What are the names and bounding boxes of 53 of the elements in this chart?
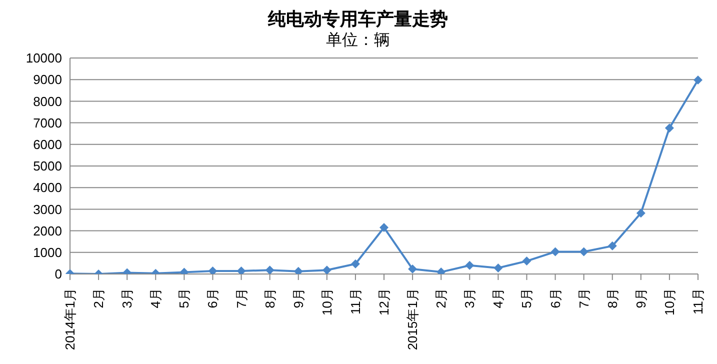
y-tick-label: 5000 <box>33 158 62 174</box>
point <box>579 247 588 256</box>
y-tick-label: 9000 <box>33 72 62 88</box>
y-tick-label: 7000 <box>33 115 62 130</box>
y-tick-label: 2000 <box>33 223 62 238</box>
point <box>350 259 360 268</box>
y-tick-label: 4000 <box>33 180 62 196</box>
point <box>294 266 303 274</box>
x-tick-label: 9月 <box>633 288 648 308</box>
y-tick-label: 8000 <box>33 94 62 109</box>
x-tick-label: 2014年1月 <box>62 288 78 350</box>
x-tick-label: 5月 <box>519 288 534 308</box>
point <box>236 266 246 274</box>
point <box>494 263 503 272</box>
y-tick-label: 10000 <box>26 50 62 66</box>
x-tick-label: 2015年1月 <box>405 288 420 350</box>
y-tick-label: 0 <box>54 266 62 282</box>
point <box>608 241 617 250</box>
point <box>465 260 474 270</box>
x-tick-label: 11月 <box>348 288 363 314</box>
x-tick-label: 3月 <box>120 288 135 308</box>
x-tick-label: 4月 <box>490 288 506 308</box>
x-tick-label: 6月 <box>205 288 220 308</box>
point <box>208 266 218 274</box>
point <box>322 266 332 274</box>
y-tick-label: 6000 <box>33 137 62 152</box>
x-tick-label: 6月 <box>548 288 563 308</box>
x-tick-label: 9月 <box>290 288 306 308</box>
y-tick-label: 1000 <box>33 245 62 260</box>
x-tick-label: 8月 <box>262 288 278 308</box>
x-tick-label: 11月 <box>690 288 706 314</box>
x-tick-label: 4月 <box>148 288 164 308</box>
point <box>265 266 274 274</box>
x-tick-label: 10月 <box>662 288 677 316</box>
x-tick-label: 10月 <box>319 288 334 316</box>
point <box>664 123 674 132</box>
x-tick-label: 2月 <box>434 288 449 308</box>
chart-title: 纯电动专用车产量走势 <box>266 8 449 30</box>
point <box>380 223 388 232</box>
point <box>550 247 560 256</box>
x-tick-label: 3月 <box>462 288 478 308</box>
x-tick-label: 8月 <box>604 288 620 308</box>
x-tick-label: 5月 <box>176 288 192 308</box>
point <box>636 208 646 218</box>
chart-subtitle: 单位：辆 <box>325 31 391 51</box>
x-tick-label: 2月 <box>91 288 106 308</box>
point <box>408 264 418 274</box>
point <box>522 256 532 266</box>
x-tick-label: 12月 <box>376 288 392 316</box>
y-tick-label: 3000 <box>33 202 62 217</box>
x-tick-label: 7月 <box>234 288 249 308</box>
point <box>694 76 702 85</box>
x-tick-label: 7月 <box>576 288 592 308</box>
